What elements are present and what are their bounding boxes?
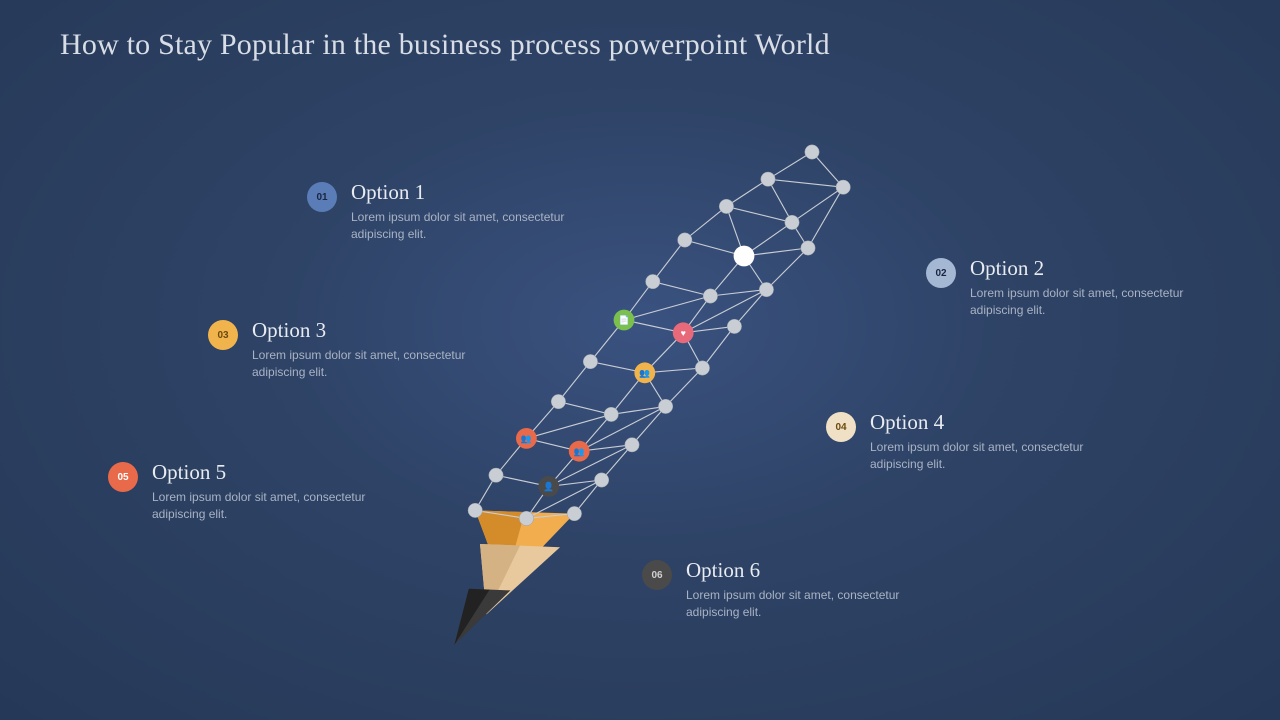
badge-01: 01	[307, 182, 337, 212]
svg-text:👤: 👤	[543, 482, 554, 492]
svg-text:👥: 👥	[639, 368, 650, 378]
svg-text:👥: 👥	[574, 446, 585, 456]
option-5: 05 Option 5 Lorem ipsum dolor sit amet, …	[108, 460, 388, 524]
svg-text:🖥: 🖥	[738, 251, 749, 261]
badge-05: 05	[108, 462, 138, 492]
option-2-title: Option 2	[970, 256, 1206, 281]
option-5-body: Lorem ipsum dolor sit amet, consectetur …	[152, 489, 388, 524]
svg-text:♥: ♥	[681, 328, 686, 338]
option-5-title: Option 5	[152, 460, 388, 485]
svg-text:👥: 👥	[521, 434, 532, 444]
page-title: How to Stay Popular in the business proc…	[60, 28, 1220, 62]
option-2: 02 Option 2 Lorem ipsum dolor sit amet, …	[926, 256, 1206, 320]
option-2-body: Lorem ipsum dolor sit amet, consectetur …	[970, 285, 1206, 320]
badge-02: 02	[926, 258, 956, 288]
pencil-network-graphic: 🖥 📄 ♥ 👥 👥 👥 👤	[360, 120, 920, 680]
svg-text:📄: 📄	[619, 315, 630, 325]
badge-03: 03	[208, 320, 238, 350]
